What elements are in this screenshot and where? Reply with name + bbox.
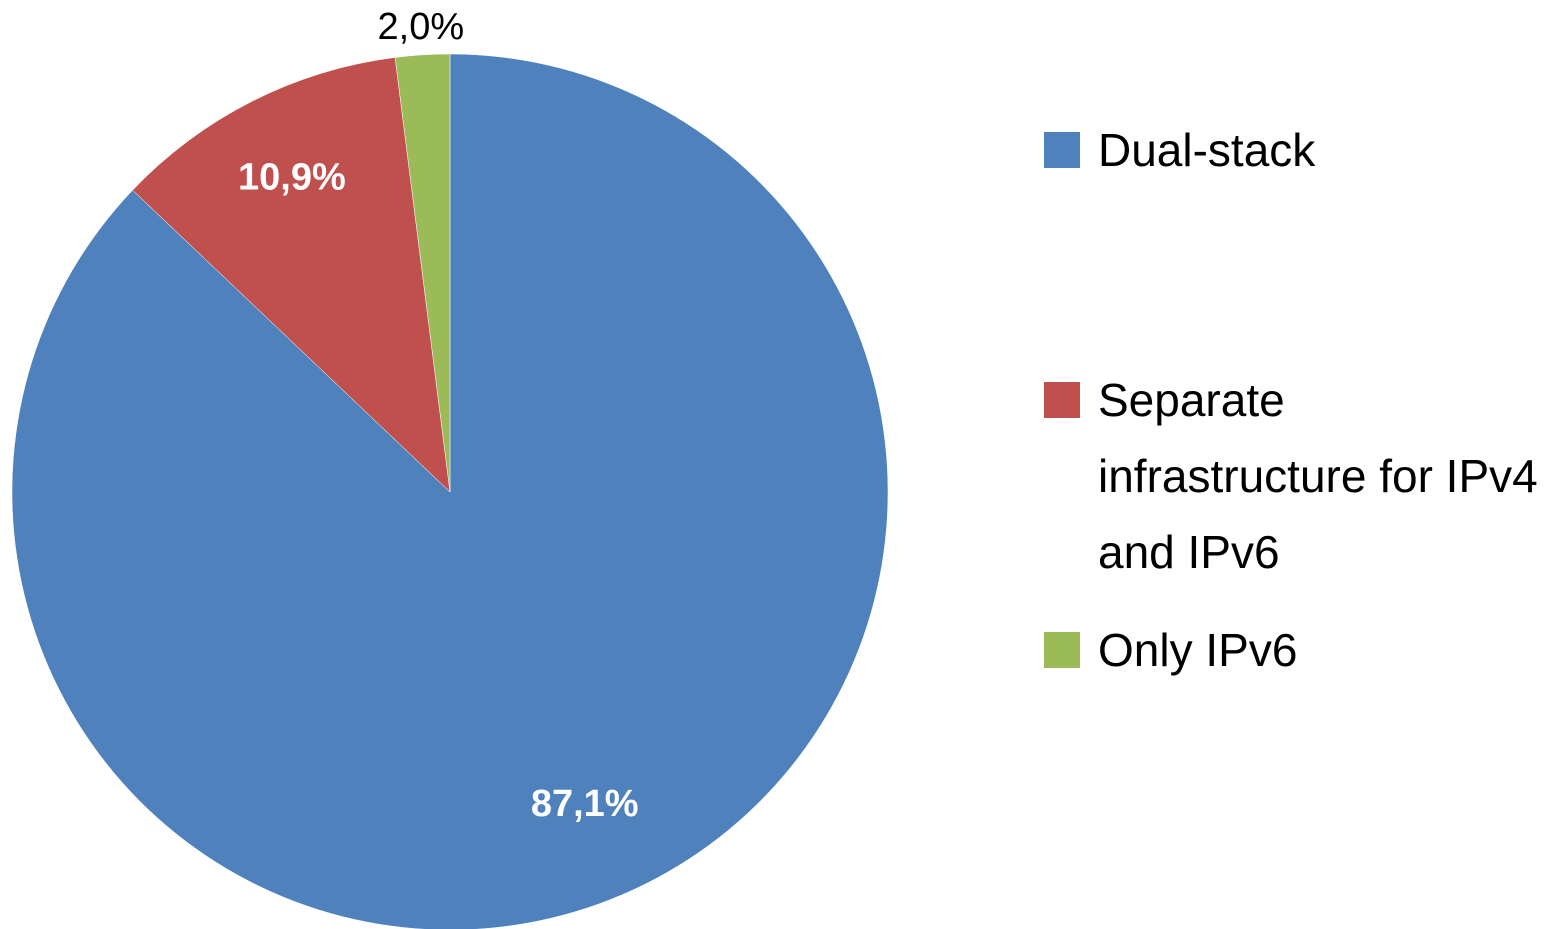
legend-item: Dual-stack (1044, 112, 1554, 188)
legend-item: Only IPv6 (1044, 612, 1554, 688)
legend-item: Separate infrastructure for IPv4 and IPv… (1044, 362, 1554, 590)
pie-slice (394, 53, 451, 493)
slice-label: 10,9% (238, 156, 346, 198)
pie-slice (11, 53, 889, 929)
legend-label: Separate infrastructure for IPv4 and IPv… (1098, 374, 1538, 578)
legend-swatch (1044, 132, 1080, 168)
legend-label: Dual-stack (1098, 124, 1316, 176)
legend-swatch (1044, 632, 1080, 668)
legend-label: Only IPv6 (1098, 624, 1298, 676)
slice-label: 87,1% (531, 783, 639, 825)
legend-swatch (1044, 382, 1080, 418)
pie-slice (132, 57, 451, 493)
slice-label: 2,0% (378, 6, 465, 48)
